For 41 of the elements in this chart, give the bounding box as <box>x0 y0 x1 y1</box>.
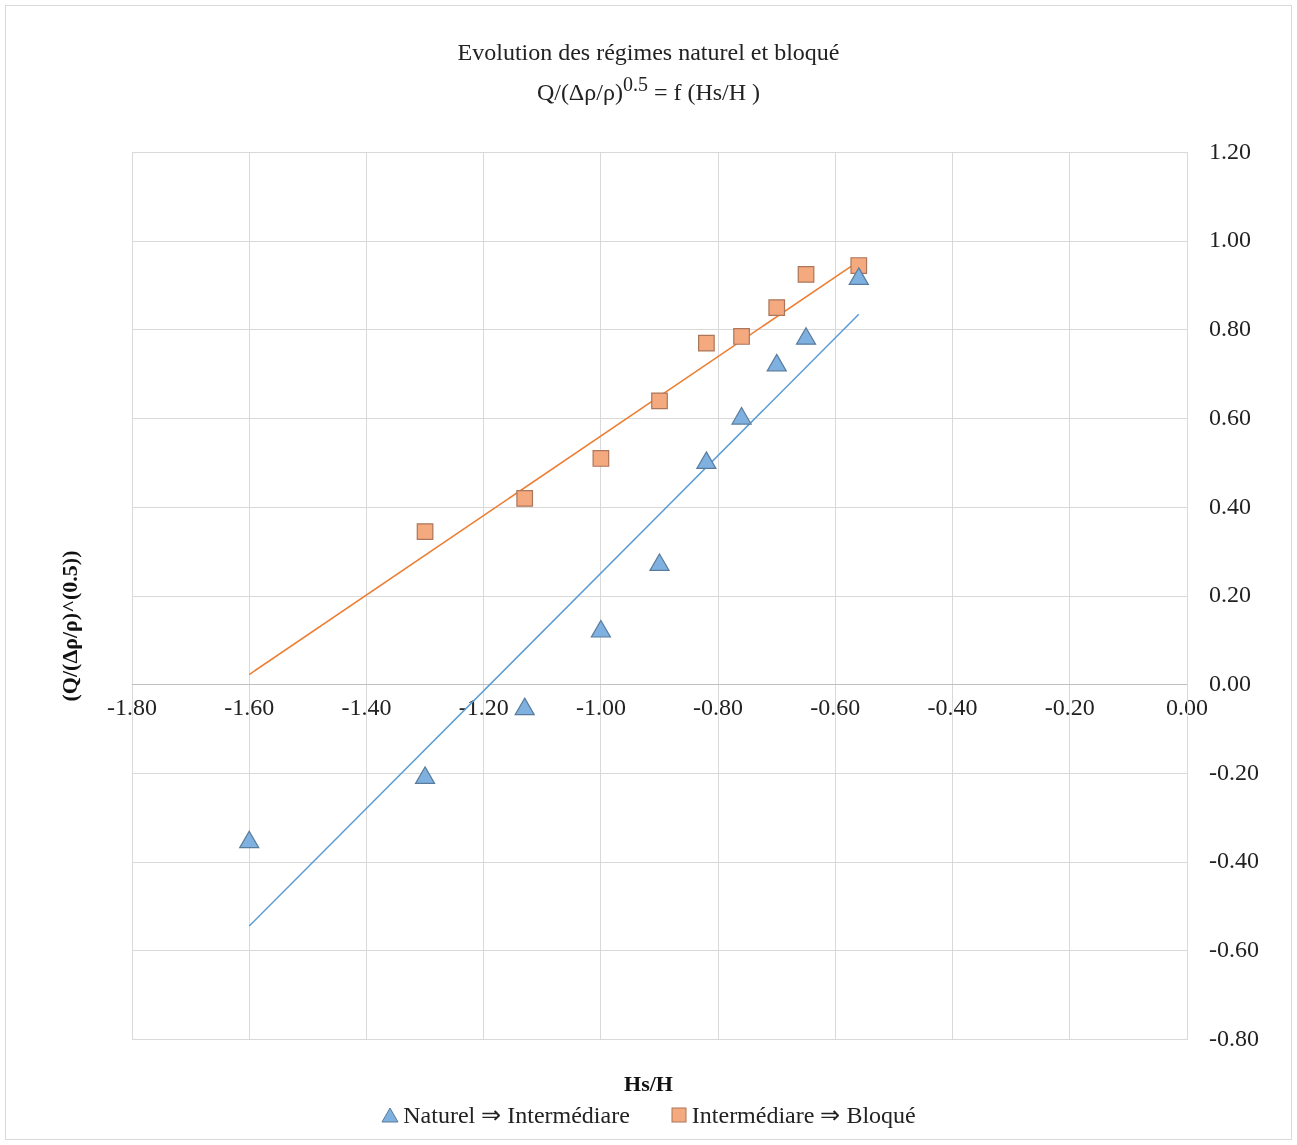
y-tick-label: 1.20 <box>1209 137 1252 164</box>
x-axis-title: Hs/H <box>623 1071 674 1097</box>
chart-title: Evolution des régimes naturel et bloqué <box>457 39 840 65</box>
point <box>696 451 717 470</box>
y-tick-label: 0.80 <box>1209 315 1252 342</box>
point <box>592 450 610 467</box>
y-tick-label: -0.40 <box>1209 847 1260 874</box>
point <box>651 392 668 410</box>
y-tick-label: -0.60 <box>1209 936 1260 963</box>
x-tick-label: -1.00 <box>575 694 626 721</box>
point <box>516 490 534 507</box>
y-tick-label: 0.40 <box>1209 492 1252 519</box>
point <box>590 619 612 638</box>
x-tick-label: -1.40 <box>341 694 392 721</box>
point <box>768 299 786 317</box>
point <box>416 523 434 541</box>
point <box>850 257 868 274</box>
chart-subtitle: Q/(Δρ/ρ)$^{0.5}$ = f (Hs/H ) <box>536 73 761 105</box>
point <box>414 766 436 784</box>
point <box>698 334 715 352</box>
y-tick-label: 0.00 <box>1209 670 1252 697</box>
y-axis-title: (Q/(Δρ/ρ)^(0.5)) <box>57 550 83 702</box>
x-tick-label: 0.00 <box>1166 694 1209 721</box>
y-tick-label: 0.20 <box>1209 581 1252 608</box>
y-tick-label: 1.00 <box>1209 226 1252 253</box>
legend-label: Naturel ⇒ Intermédiare <box>403 1101 630 1129</box>
point <box>239 830 260 849</box>
x-tick-label: -1.80 <box>107 694 157 721</box>
y-tick-label: -0.80 <box>1209 1024 1260 1051</box>
legend-label: Intermédiare ⇒ Bloqué <box>691 1101 916 1129</box>
x-tick-label: -0.40 <box>927 694 978 721</box>
x-tick-label: -0.60 <box>810 694 861 721</box>
x-tick-label: -1.60 <box>224 694 275 721</box>
x-tick-label: -0.80 <box>693 694 744 721</box>
y-tick-label: 0.60 <box>1209 403 1252 430</box>
point <box>797 266 815 283</box>
y-tick-label: -0.20 <box>1209 758 1260 785</box>
point <box>514 697 535 716</box>
point <box>733 328 750 345</box>
point <box>649 553 670 572</box>
x-tick-label: -0.20 <box>1044 694 1095 721</box>
